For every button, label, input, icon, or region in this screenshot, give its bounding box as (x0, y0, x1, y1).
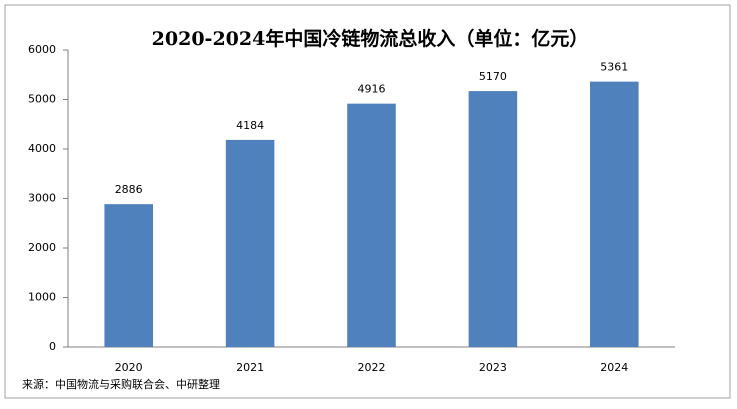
y-tick-label: 5000 (28, 93, 56, 106)
data-label: 2886 (115, 183, 143, 196)
bar (104, 204, 153, 347)
x-tick-label: 2022 (358, 361, 386, 374)
data-label: 5361 (600, 61, 628, 74)
chart-title: 2020-2024年中国冷链物流总收入（单位：亿元） (152, 27, 589, 50)
x-tick-label: 2024 (600, 361, 628, 374)
data-label: 4184 (236, 119, 264, 132)
bar (225, 139, 275, 347)
data-label: 5170 (479, 70, 507, 83)
x-tick-label: 2020 (115, 361, 143, 374)
bar (347, 103, 396, 348)
x-tick-label: 2021 (236, 361, 264, 374)
y-tick-label: 6000 (28, 43, 56, 56)
data-label: 4916 (358, 83, 386, 96)
y-tick-label: 3000 (28, 192, 56, 205)
bar (590, 81, 639, 348)
y-tick-label: 2000 (28, 241, 56, 254)
bar (468, 91, 518, 348)
source-note: 来源：中国物流与采购联合会、中研整理 (22, 377, 220, 391)
y-tick-label: 4000 (28, 142, 56, 155)
y-tick-label: 0 (49, 340, 56, 353)
x-tick-label: 2023 (479, 361, 507, 374)
y-tick-label: 1000 (28, 291, 56, 304)
